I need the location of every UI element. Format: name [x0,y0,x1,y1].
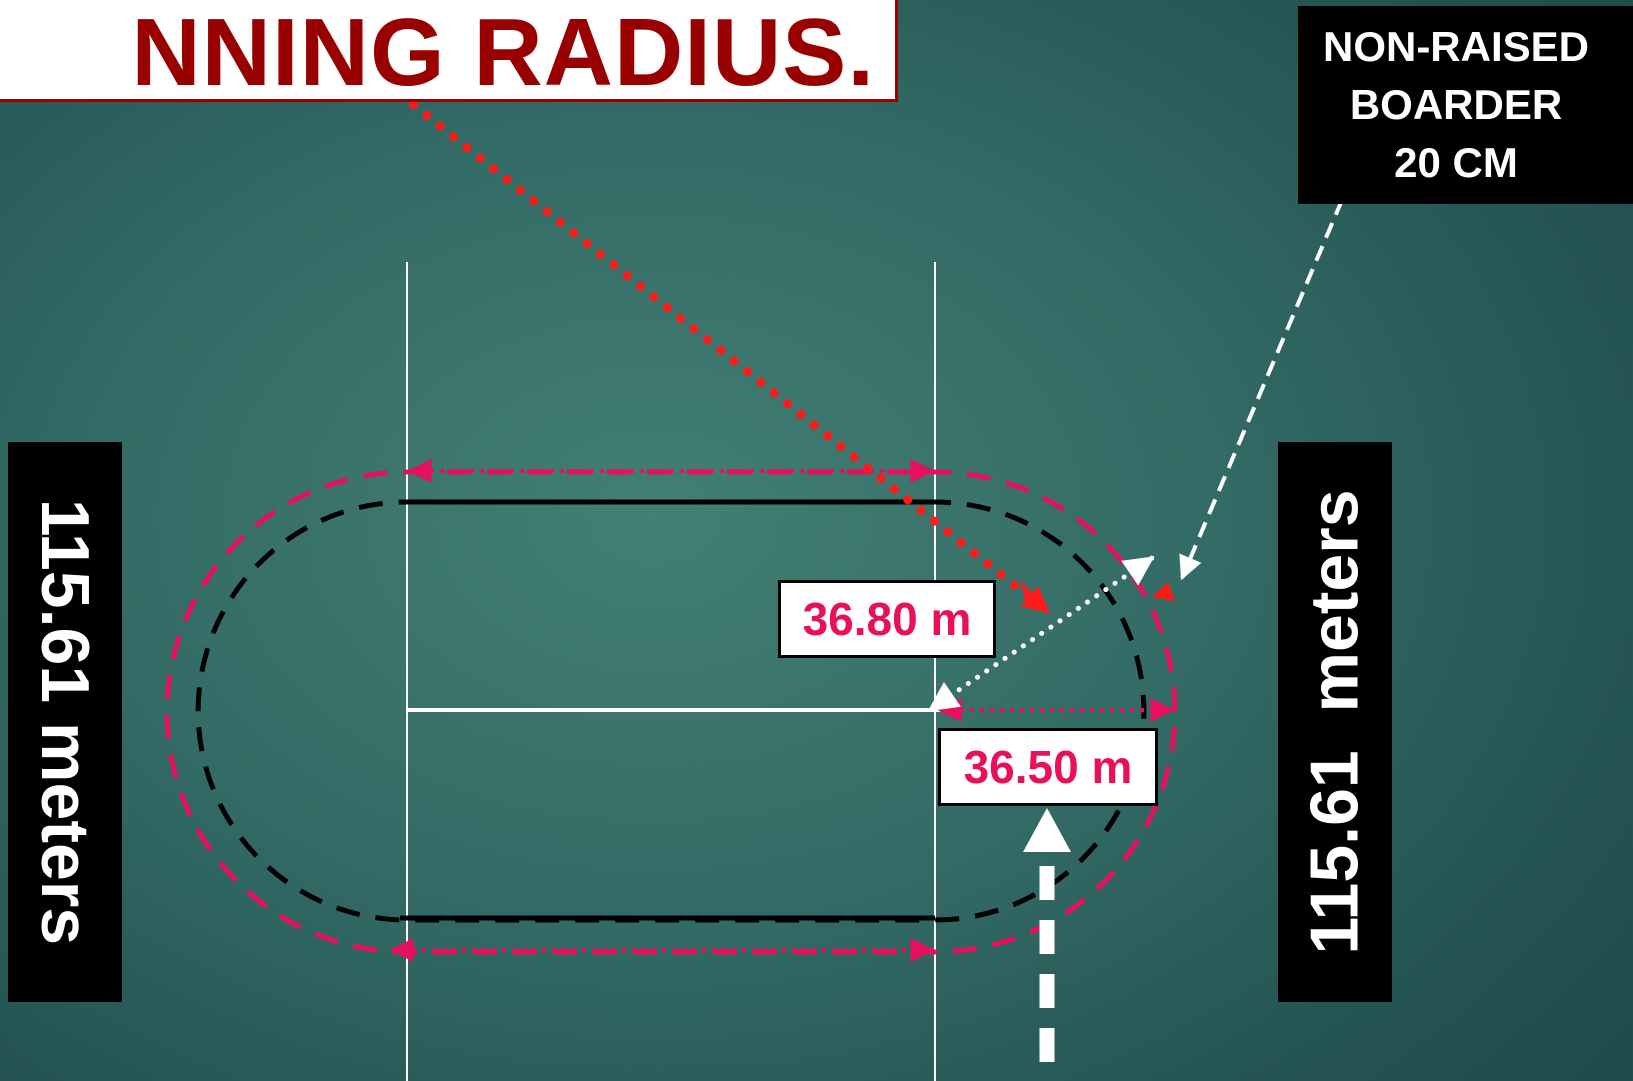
red-dotted-arrow-icon [355,57,1033,601]
white-dashed-arrow-icon [1179,199,1344,581]
red-marker-icon [1152,582,1175,601]
title-text: NNING RADIUS. [131,0,875,106]
border-label-line1: NON-RAISED [1322,23,1589,70]
left-dimension-text: 115.61 meters [27,498,103,946]
measurement-text-2: 36.50 m [963,741,1133,793]
left-dimension-label: 115.61 meters [8,442,122,1002]
white-entry-arrow-icon [1023,808,1071,852]
border-label-line2: BOARDER [1349,81,1563,128]
measurement-label-2: 36.50 m [938,728,1158,806]
right-dimension-label: 115.61 meters [1278,442,1392,1002]
measurement-label-1: 36.80 m [778,580,996,658]
title-banner: NNING RADIUS. [0,0,898,102]
white-dotted-arrow-icon [927,555,1155,712]
border-label-box: NON-RAISED BOARDER 20 CM [1298,6,1633,204]
right-dimension-text: 115.61 meters [1297,489,1374,955]
measurement-text-1: 36.80 m [802,593,972,645]
border-label-line3: 20 CM [1394,139,1518,186]
